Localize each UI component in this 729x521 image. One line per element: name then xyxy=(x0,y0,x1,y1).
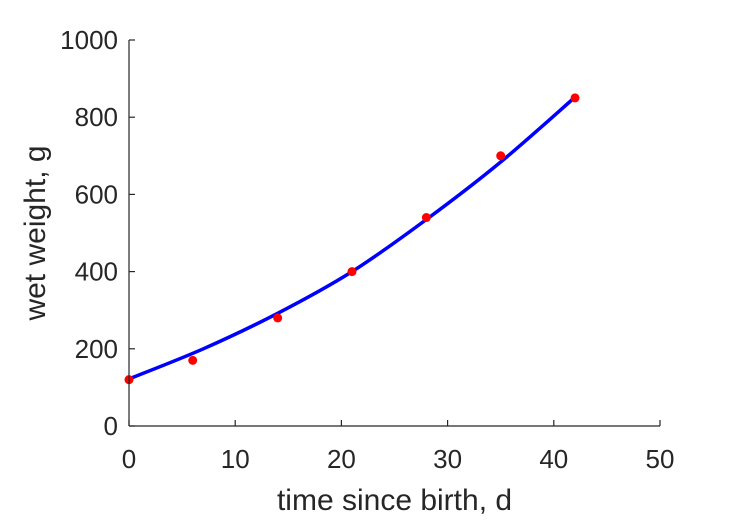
plot-area xyxy=(124,93,580,385)
x-tick-label: 10 xyxy=(221,444,250,474)
y-tick-label: 800 xyxy=(75,102,118,132)
y-tick-label: 0 xyxy=(104,411,118,441)
data-point xyxy=(347,267,357,277)
fit-curve xyxy=(127,95,577,381)
data-point xyxy=(273,313,283,323)
x-axis-ticks: 0 10 20 30 40 50 xyxy=(122,420,675,474)
data-points xyxy=(124,93,580,385)
y-tick-label: 600 xyxy=(75,179,118,209)
y-tick-label: 1000 xyxy=(60,25,118,55)
y-tick-label: 200 xyxy=(75,334,118,364)
data-point xyxy=(421,213,431,223)
x-tick-label: 0 xyxy=(122,444,136,474)
data-point xyxy=(496,151,506,161)
x-tick-label: 40 xyxy=(539,444,568,474)
axes: 0 10 20 30 40 50 0 200 400 600 800 1000 xyxy=(60,25,674,474)
y-axis-title: wet weight, g xyxy=(19,145,52,321)
y-axis-ticks: 0 200 400 600 800 1000 xyxy=(60,25,135,441)
x-axis-title: time since birth, d xyxy=(277,484,512,517)
data-point xyxy=(188,355,198,365)
data-point xyxy=(570,93,580,103)
x-tick-label: 30 xyxy=(433,444,462,474)
x-tick-label: 20 xyxy=(327,444,356,474)
y-tick-label: 400 xyxy=(75,257,118,287)
x-tick-label: 50 xyxy=(646,444,675,474)
